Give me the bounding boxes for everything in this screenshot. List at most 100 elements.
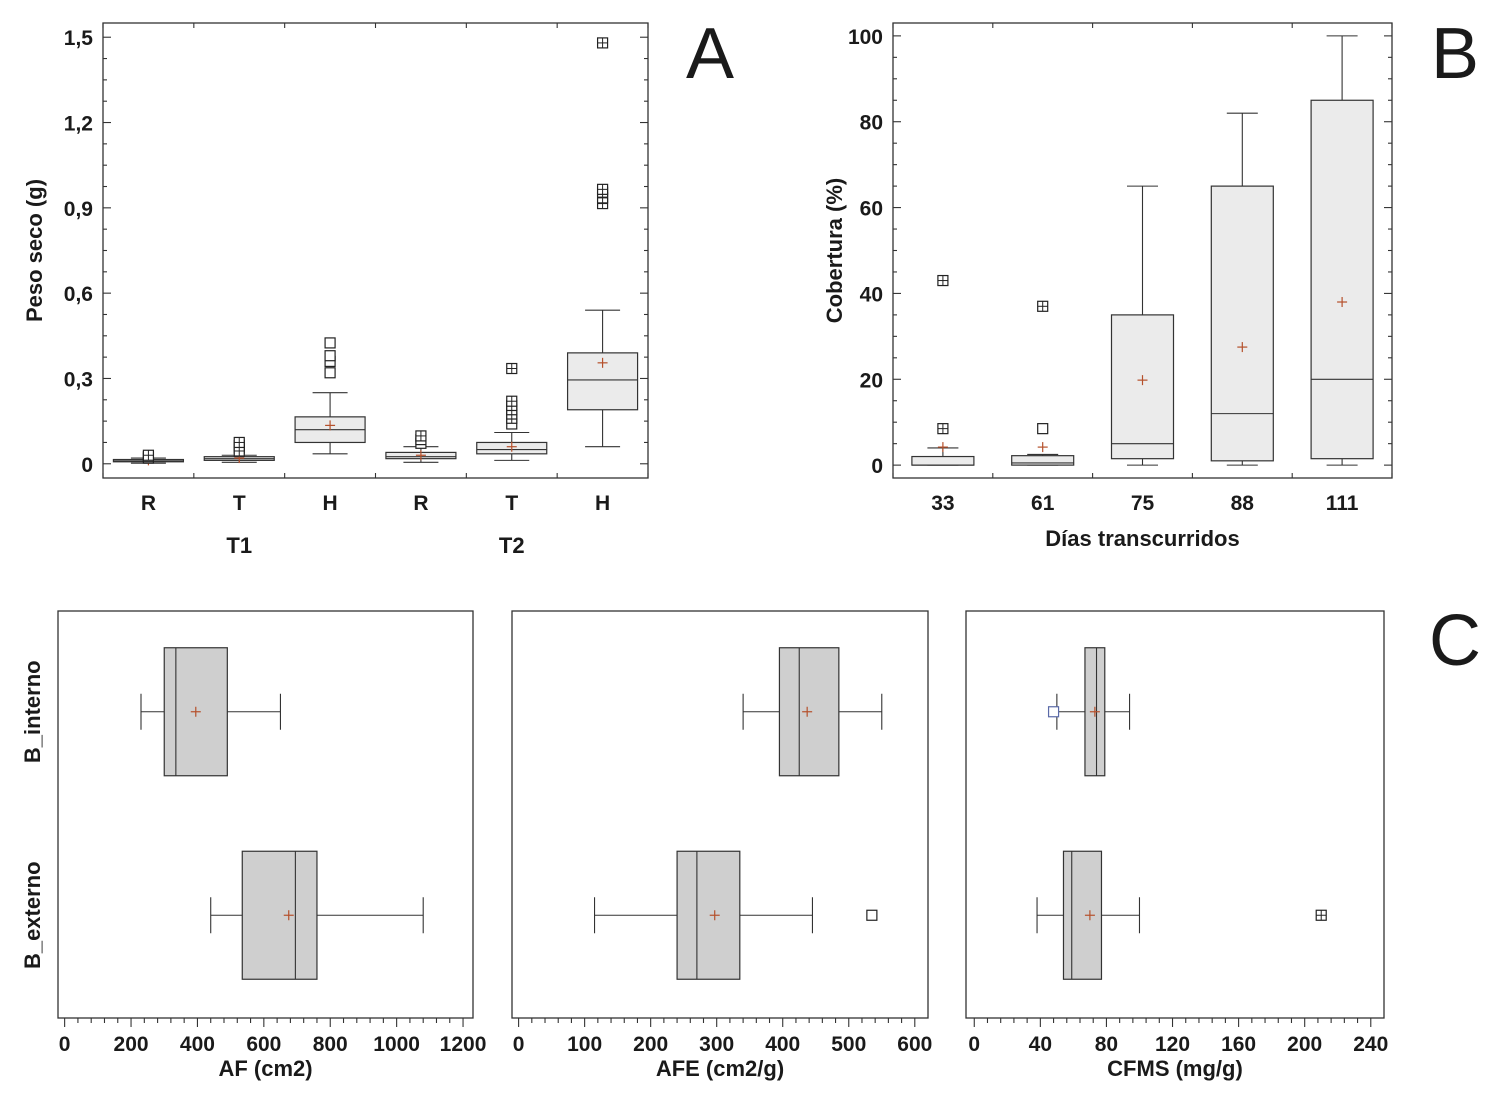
panel-c3-xtick-label: 200 bbox=[1287, 1033, 1322, 1056]
panel-b-ytick-label: 60 bbox=[860, 198, 883, 221]
panel-c3-iqr-box bbox=[1062, 850, 1103, 980]
panel-c3-xtick-label: 120 bbox=[1155, 1033, 1190, 1056]
panel-c2-box-0 bbox=[742, 647, 883, 777]
panel-a-ytick-label: 0,9 bbox=[64, 198, 93, 221]
panel-b-outlier bbox=[1037, 423, 1049, 435]
panel-c2-frame bbox=[511, 610, 929, 1019]
panel-a-mean-marker bbox=[415, 450, 426, 461]
panel-a-xtick-label: H bbox=[322, 492, 337, 515]
panel-a-xtick-label: R bbox=[413, 492, 428, 515]
panel-c1-box-1 bbox=[210, 850, 424, 980]
panel-c2-outlier bbox=[866, 909, 878, 921]
panel-c1-frame bbox=[57, 610, 474, 1019]
panel-c2-xtick-label: 400 bbox=[765, 1033, 800, 1056]
panel-c2-xtick-label: 100 bbox=[567, 1033, 602, 1056]
panel-c2-xtick-label: 200 bbox=[633, 1033, 668, 1056]
panel-c3-far-outlier bbox=[1315, 909, 1327, 921]
panel-a-xtick-label: H bbox=[595, 492, 610, 515]
panel-c2-box-1 bbox=[593, 850, 813, 980]
panel-c1-box-0 bbox=[140, 647, 281, 777]
panel-a-xtick-label: T bbox=[233, 492, 246, 515]
panel-b-box-4 bbox=[1310, 35, 1374, 466]
panel-b-xlabel: Días transcurridos bbox=[1045, 526, 1239, 551]
panel-b-far-outlier bbox=[937, 274, 949, 287]
panel-a-xtick-label: T bbox=[505, 492, 518, 515]
panel-a-box-5 bbox=[566, 309, 639, 448]
panel-c1-xtick-label: 800 bbox=[313, 1033, 348, 1056]
panel-a-far-outlier bbox=[596, 183, 609, 195]
panel-b-mean-marker bbox=[1337, 297, 1348, 308]
panel-c2-xtick-label: 600 bbox=[897, 1033, 932, 1056]
panel-b-xtick-label: 75 bbox=[1131, 492, 1155, 515]
panel-a-far-outlier bbox=[233, 436, 245, 449]
panel-c1-xtick-label: 200 bbox=[114, 1033, 149, 1056]
panel-c-category-label: B_interno bbox=[20, 660, 45, 763]
panel-a-mean-marker bbox=[325, 420, 336, 431]
panel-a-far-outlier bbox=[596, 37, 609, 49]
panel-b-box-1 bbox=[1011, 453, 1075, 466]
panel-a-mean-marker bbox=[597, 357, 608, 368]
panel-b-xtick-label: 61 bbox=[1031, 492, 1055, 515]
panel-a-group-label: T2 bbox=[499, 533, 525, 558]
panel-c3-mean-marker bbox=[1084, 910, 1095, 921]
panel-c-category-label: B_externo bbox=[20, 861, 45, 969]
panel-b-iqr-box bbox=[1011, 455, 1075, 466]
panel-c1-xtick-label: 0 bbox=[59, 1033, 71, 1056]
panel-a-outlier-square bbox=[324, 367, 336, 379]
panel-b-iqr-box bbox=[1310, 99, 1374, 460]
panel-c1-mean-marker bbox=[190, 706, 201, 717]
panel-b-iqr-box bbox=[1110, 314, 1175, 460]
panel-a-ytick-label: 0,3 bbox=[64, 368, 93, 391]
panel-b-xtick-label: 88 bbox=[1231, 492, 1255, 515]
panel-a-outlier bbox=[324, 350, 336, 362]
panel-b-mean-marker bbox=[1137, 375, 1148, 386]
panel-a-group-label: T1 bbox=[226, 533, 252, 558]
panel-c1-mean-marker bbox=[283, 910, 294, 921]
panel-b-iqr-box bbox=[1210, 185, 1274, 462]
panel-b-mean-marker bbox=[1237, 342, 1248, 353]
panel-b-ytick-label: 40 bbox=[860, 283, 883, 306]
panel-c2-outlier-square bbox=[866, 909, 878, 921]
panel-b-box-0 bbox=[911, 447, 975, 466]
panel-b-ytick-label: 0 bbox=[871, 455, 883, 478]
panel-a-far-outlier bbox=[506, 395, 518, 407]
panel-a-far-outlier bbox=[415, 430, 427, 442]
panel-b-far-outlier bbox=[937, 423, 949, 435]
panel-c3-outlier bbox=[1047, 706, 1060, 718]
panel-b-panel-label: B bbox=[1431, 14, 1479, 94]
panel-c1-xtick-label: 400 bbox=[180, 1033, 215, 1056]
panel-c1-xtick-label: 1200 bbox=[440, 1033, 487, 1056]
panel-c3-xtick-label: 0 bbox=[968, 1033, 980, 1056]
panel-b-mean-marker bbox=[1037, 442, 1048, 453]
panel-c2-xlabel: AFE (cm2/g) bbox=[656, 1056, 784, 1081]
panel-b-box-2 bbox=[1110, 185, 1175, 466]
panel-c3-xlabel: CFMS (mg/g) bbox=[1107, 1056, 1243, 1081]
panel-c2-iqr-box bbox=[676, 850, 741, 980]
panel-c3-xtick-label: 40 bbox=[1029, 1033, 1052, 1056]
panel-a-ytick-label: 1,5 bbox=[64, 27, 94, 50]
panel-c3-mean-marker bbox=[1089, 706, 1100, 717]
panel-b-far-outlier bbox=[1037, 300, 1049, 312]
panel-b-xtick-label: 111 bbox=[1326, 492, 1359, 515]
panel-a-ytick-label: 0,6 bbox=[64, 283, 93, 306]
panel-c1-xtick-label: 1000 bbox=[373, 1033, 420, 1056]
panel-b-box-3 bbox=[1210, 112, 1274, 466]
panel-a-mean-marker bbox=[506, 441, 517, 452]
panel-b-ytick-label: 100 bbox=[848, 26, 883, 49]
panel-c3-xtick-label: 80 bbox=[1095, 1033, 1118, 1056]
panel-a-outlier-square bbox=[324, 350, 336, 362]
panel-a-outlier bbox=[324, 367, 336, 379]
panel-c2-mean-marker bbox=[709, 910, 720, 921]
panel-a-far-outlier bbox=[506, 362, 518, 375]
panel-c3-box-1 bbox=[1036, 850, 1141, 980]
panel-a-ylabel: Peso seco (g) bbox=[22, 179, 47, 322]
panel-a-frame bbox=[102, 22, 649, 479]
panel-b-ytick-label: 20 bbox=[860, 369, 883, 392]
panel-b-iqr-box bbox=[911, 455, 975, 466]
panel-c3-frame bbox=[965, 610, 1385, 1019]
panel-c3-xtick-label: 240 bbox=[1353, 1033, 1388, 1056]
panel-c2-xtick-label: 300 bbox=[699, 1033, 734, 1056]
panel-a-ytick-label: 1,2 bbox=[64, 113, 93, 136]
panel-c1-xlabel: AF (cm2) bbox=[218, 1056, 312, 1081]
